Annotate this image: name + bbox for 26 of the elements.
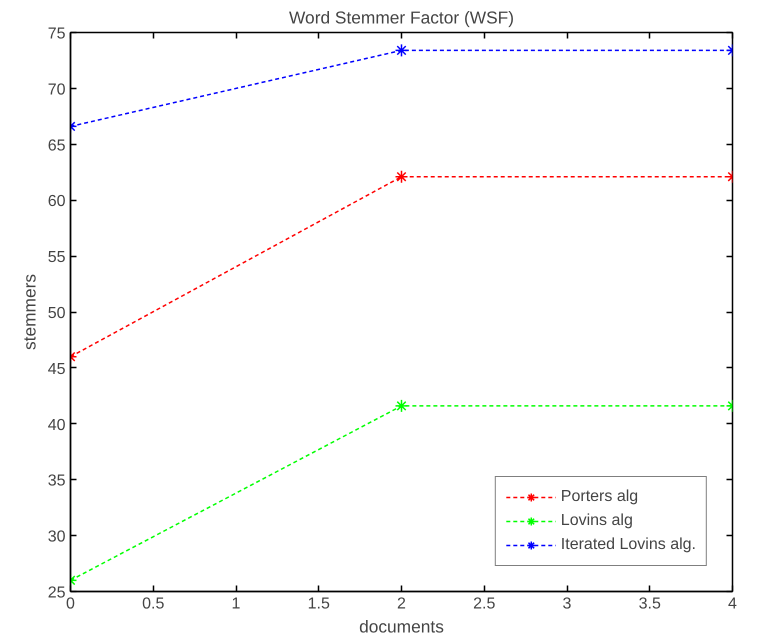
x-tick-label: 2 (397, 596, 406, 612)
y-tick-label: 40 (48, 416, 66, 434)
x-tick-label: 2.5 (473, 596, 496, 612)
y-tick-label: 25 (48, 584, 66, 602)
y-tick-label: 55 (48, 249, 66, 266)
x-tick-label: 1.5 (308, 596, 330, 612)
x-tick-label: 4 (728, 596, 738, 612)
y-tick-label: 30 (48, 528, 66, 546)
y-tick-label: 65 (48, 137, 66, 154)
x-tick-label: 3.5 (638, 596, 661, 612)
y-tick-label: 35 (48, 472, 66, 490)
chart-title: Word Stemmer Factor (WSF) (289, 8, 514, 28)
x-tick-label: 3 (562, 596, 572, 612)
y-tick-label: 75 (48, 26, 66, 42)
y-tick-label: 50 (48, 305, 66, 322)
legend-label: Iterated Lovins alg. (560, 536, 696, 554)
y-tick-label: 60 (48, 193, 66, 210)
y-axis-title: stemmers (20, 274, 40, 350)
x-tick-label: 0.5 (142, 596, 164, 612)
x-tick-label: 0 (66, 596, 76, 612)
y-tick-label: 70 (48, 81, 66, 98)
y-tick-label: 45 (48, 360, 66, 378)
x-tick-label: 1 (232, 596, 241, 612)
legend-label: Lovins alg (560, 512, 633, 530)
legend-label: Porters alg (560, 488, 638, 506)
x-axis-title: documents (359, 616, 444, 636)
